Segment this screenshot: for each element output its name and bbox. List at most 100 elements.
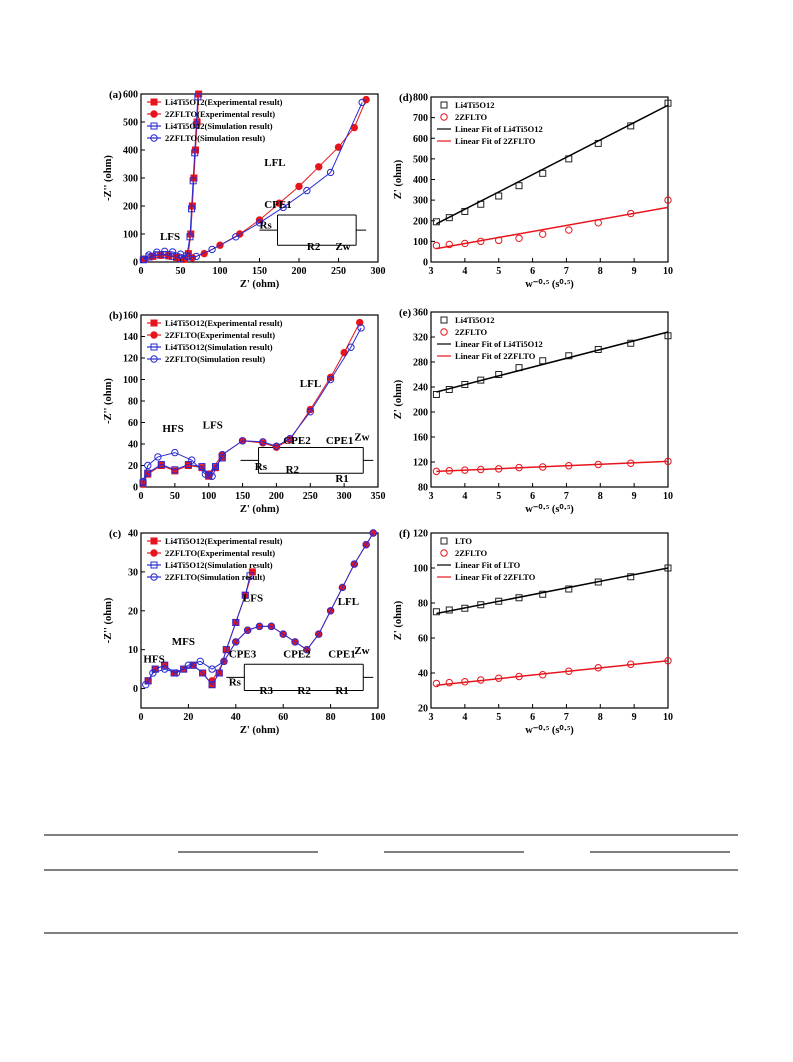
x-tick-label: 3 xyxy=(429,712,434,723)
marker xyxy=(303,186,311,195)
x-tick-label: 250 xyxy=(303,491,318,502)
y-tick-label: 60 xyxy=(418,634,428,645)
y-tick-label: 200 xyxy=(413,216,428,227)
marker xyxy=(246,572,254,580)
y-tick-label: 600 xyxy=(123,90,138,101)
marker xyxy=(295,182,303,191)
marker xyxy=(238,437,247,445)
annotation: R1 xyxy=(335,685,348,697)
annotation: CPE1 xyxy=(326,435,354,447)
marker xyxy=(232,638,240,646)
marker xyxy=(515,234,523,242)
legend-label: Linear Fit of LTO xyxy=(455,560,521,570)
legend-marker xyxy=(150,122,158,130)
annotation: R1 xyxy=(335,473,348,485)
marker xyxy=(347,343,355,351)
x-tick-label: 200 xyxy=(269,491,284,502)
marker xyxy=(259,438,267,446)
y-tick-label: 100 xyxy=(413,564,428,575)
series-line xyxy=(436,206,669,250)
marker xyxy=(267,622,276,631)
marker xyxy=(445,214,453,222)
marker xyxy=(222,646,230,654)
y-tick-label: 40 xyxy=(418,669,428,680)
x-axis-label: Z' (ohm) xyxy=(240,504,280,515)
x-axis-label: Z' (ohm) xyxy=(240,279,280,290)
marker xyxy=(139,477,147,486)
marker xyxy=(196,657,204,666)
legend-marker xyxy=(440,113,448,121)
marker xyxy=(539,230,547,238)
marker xyxy=(144,461,152,470)
annotation: R2 xyxy=(286,464,300,476)
legend-marker xyxy=(440,328,448,336)
y-tick-label: 40 xyxy=(128,529,138,540)
x-tick-label: 0 xyxy=(139,491,144,502)
y-axis-label: Z' (ohm) xyxy=(393,159,404,199)
marker xyxy=(432,241,441,250)
x-axis-label: w⁻⁰·⁵ (s⁰·⁵) xyxy=(525,278,574,290)
y-tick-label: 500 xyxy=(123,118,138,129)
legend-label: 2ZFLTO xyxy=(455,327,488,337)
marker xyxy=(184,253,193,261)
x-tick-label: 0 xyxy=(139,712,144,723)
marker xyxy=(186,233,194,241)
y-axis-label: Z' (ohm) xyxy=(393,600,404,640)
x-tick-label: 3 xyxy=(429,491,434,502)
marker xyxy=(326,607,335,615)
y-axis-label: Z' (ohm) xyxy=(393,379,404,419)
x-axis-label: w⁻⁰·⁵ (s⁰·⁵) xyxy=(525,724,574,736)
y-axis-label: -Z'' (ohm) xyxy=(103,378,114,424)
plot-frame xyxy=(430,311,669,488)
y-tick-label: 120 xyxy=(413,458,428,469)
annotation: MFS xyxy=(172,636,195,648)
legend-marker xyxy=(440,537,448,545)
legend-label: 2ZFLTO xyxy=(455,112,488,122)
marker xyxy=(539,169,547,177)
marker xyxy=(208,472,216,480)
legend-marker xyxy=(150,98,158,106)
y-tick-label: 200 xyxy=(413,408,428,419)
marker xyxy=(189,661,197,669)
annotation: HFS xyxy=(143,654,164,666)
y-tick-label: 120 xyxy=(413,529,428,540)
marker xyxy=(432,218,440,226)
x-tick-label: 6 xyxy=(530,266,535,277)
marker xyxy=(145,251,153,259)
marker xyxy=(201,470,210,478)
y-tick-label: 400 xyxy=(123,146,138,157)
marker xyxy=(153,248,161,256)
y-tick-label: 500 xyxy=(413,154,428,165)
annotation: CPE2 xyxy=(283,648,311,660)
y-tick-label: 30 xyxy=(128,567,138,578)
marker xyxy=(432,391,440,398)
panel-label: (c) xyxy=(109,528,122,540)
annotation: CPE1 xyxy=(328,648,356,660)
marker xyxy=(255,219,264,227)
y-tick-label: 360 xyxy=(413,308,428,319)
marker xyxy=(356,318,364,327)
x-tick-label: 100 xyxy=(213,266,228,277)
legend-label: Linear Fit of Li4Ti5O12 xyxy=(455,124,543,134)
marker xyxy=(218,451,226,459)
legend-marker xyxy=(150,331,158,339)
annotation: LFL xyxy=(300,378,321,390)
chart: (f) 3 4 5 6 7 8 9 10 20 40 60 80 100 120 w⁻⁰·⁵ (s⁰·⁵) Z'… xyxy=(393,528,673,736)
marker xyxy=(664,196,672,204)
marker xyxy=(565,226,573,234)
marker xyxy=(220,657,228,666)
marker xyxy=(627,339,635,347)
marker xyxy=(326,168,335,177)
marker xyxy=(205,471,213,479)
y-tick-label: 60 xyxy=(128,418,138,429)
legend-marker xyxy=(440,316,448,324)
y-tick-label: 200 xyxy=(123,202,138,213)
marker xyxy=(357,324,365,332)
marker xyxy=(144,469,152,477)
y-tick-label: 160 xyxy=(413,433,428,444)
legend-marker xyxy=(150,343,158,351)
legend-label: Linear Fit of 2ZFLTO xyxy=(455,572,536,582)
x-tick-label: 350 xyxy=(371,491,386,502)
x-tick-label: 7 xyxy=(564,712,569,723)
y-tick-label: 0 xyxy=(133,684,138,695)
